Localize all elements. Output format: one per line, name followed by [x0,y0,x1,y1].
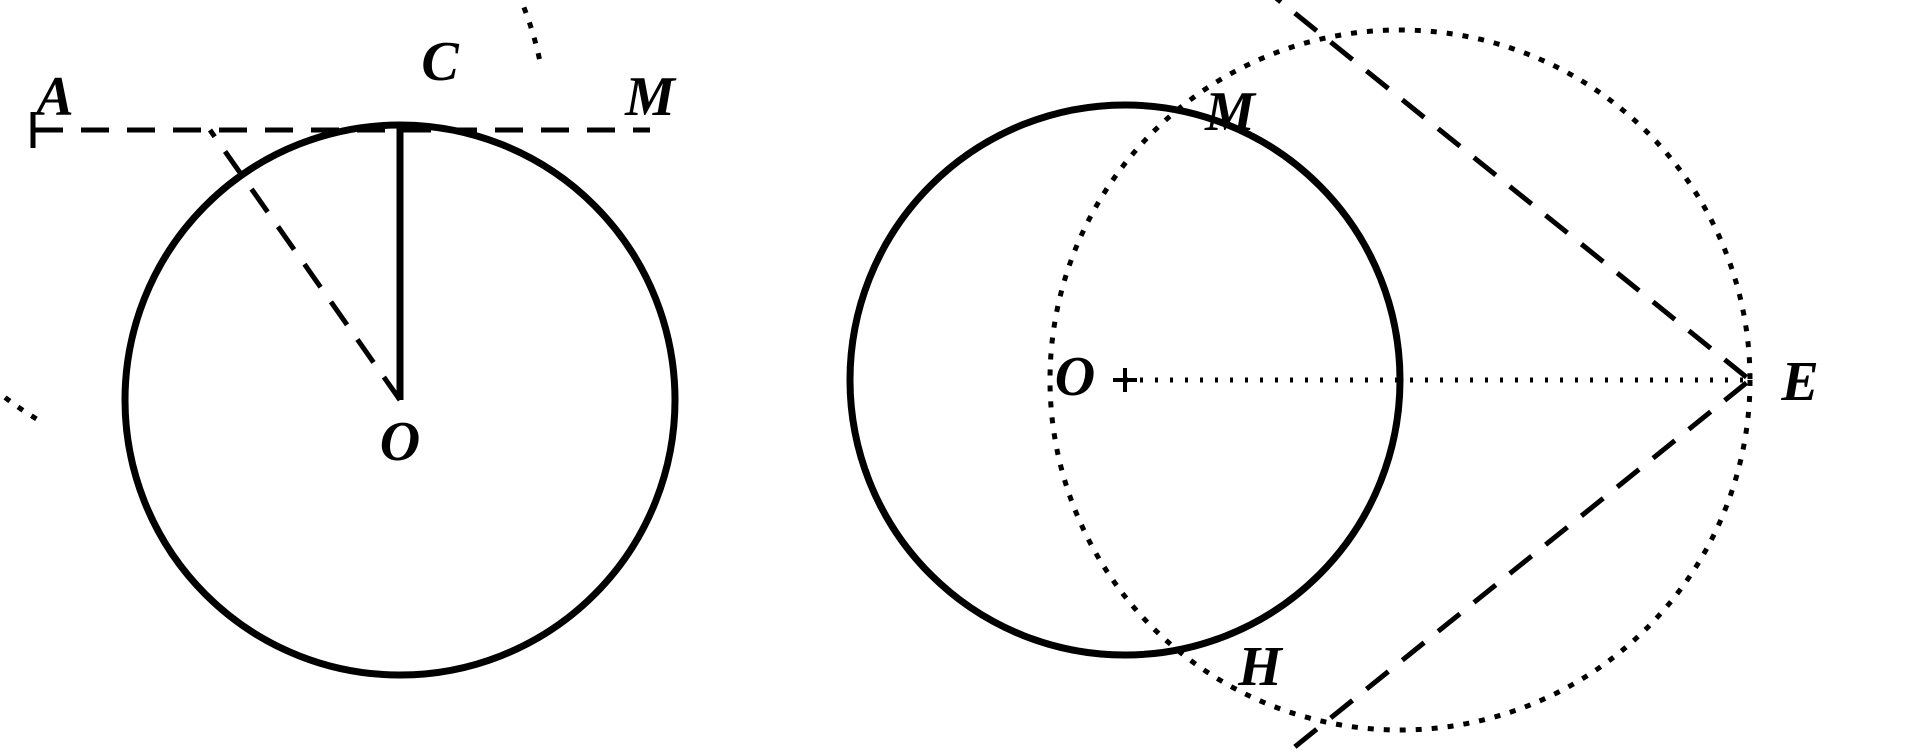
left-line-o-diag [210,130,400,400]
label-right-E: E [1780,351,1818,413]
label-left-A: A [33,66,73,128]
right-tangent-m [1080,0,1750,380]
label-left-O: O [380,411,420,473]
label-left-M: M [624,66,677,128]
label-right-O: O [1055,346,1095,408]
right-tangent-h [1080,380,1750,752]
left-dotted-arc [0,0,541,419]
label-right-H: H [1237,636,1283,698]
label-right-M: M [1204,81,1257,143]
label-left-C: C [421,31,459,93]
